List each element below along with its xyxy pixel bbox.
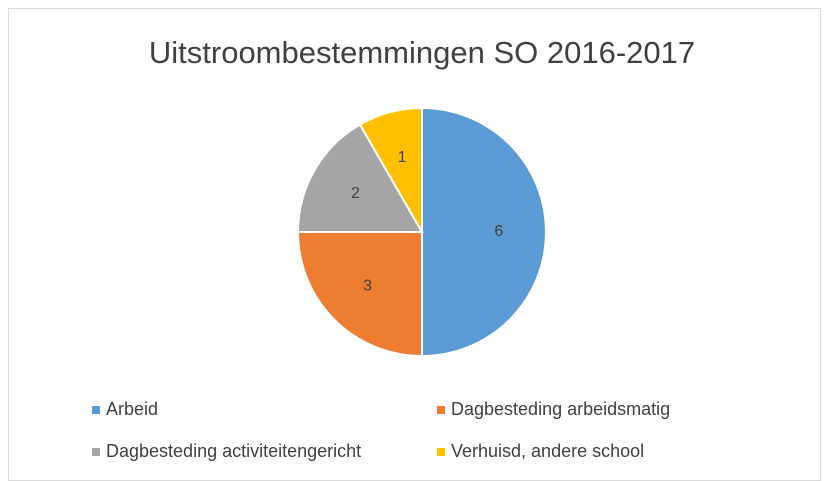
legend-label: Verhuisd, andere school <box>451 441 644 461</box>
legend-label: Dagbesteding activiteitengericht <box>106 441 361 461</box>
pie-slice <box>358 106 423 236</box>
legend-swatch <box>92 448 100 456</box>
pie-slice <box>296 123 424 233</box>
legend-label: Dagbesteding arbeidsmatig <box>451 399 670 419</box>
data-label: 2 <box>351 185 360 202</box>
data-label: 1 <box>398 149 407 166</box>
chart-title: Uitstroombestemmingen SO 2016-2017 <box>149 35 695 70</box>
pie-slice <box>421 106 547 358</box>
legend-swatch <box>437 448 445 456</box>
legend-swatch <box>92 406 100 414</box>
data-label: 6 <box>494 223 503 240</box>
legend-label: Arbeid <box>106 399 158 419</box>
data-label: 3 <box>363 278 372 295</box>
legend-swatch <box>437 406 445 414</box>
pie-slice <box>296 231 423 358</box>
